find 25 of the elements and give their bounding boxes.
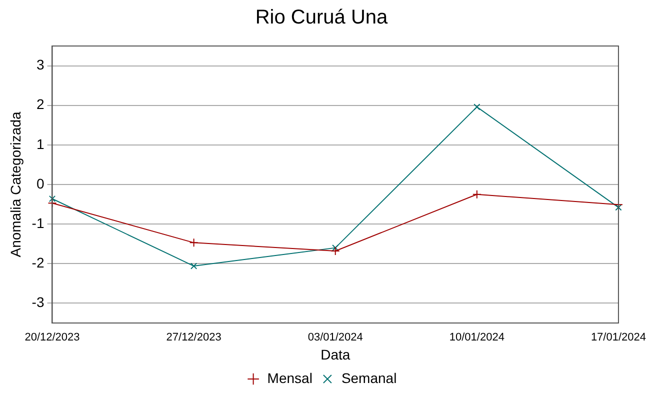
x-tick-label: 10/01/2024	[449, 332, 504, 344]
y-tick-label: 0	[36, 175, 44, 192]
y-tick-label: 1	[36, 136, 44, 152]
y-axis-title: Anomalia Categorizada	[7, 112, 24, 258]
point	[474, 104, 480, 110]
x-tick-label: 20/12/2023	[24, 332, 80, 344]
x-tick-label: 27/12/2023	[166, 332, 222, 344]
point	[332, 244, 339, 252]
y-tick-label: 3	[36, 56, 44, 73]
legend-label: Mensal	[267, 370, 312, 386]
point	[330, 246, 340, 256]
point	[190, 262, 198, 270]
point	[472, 190, 482, 199]
x-tick-label: 17/01/2024	[590, 332, 646, 344]
point	[189, 238, 198, 248]
x-tick-label: 03/01/2024	[308, 332, 363, 344]
chart-title: Rio Curuá Una	[255, 6, 389, 29]
point	[48, 195, 56, 202]
legend-label: Semanal	[341, 370, 397, 386]
point	[615, 204, 622, 211]
y-tick-label: -2	[32, 254, 44, 270]
x-axis-title: Data	[320, 346, 350, 362]
y-tick-label: -3	[32, 294, 44, 310]
y-tick-label: -1	[32, 214, 44, 231]
y-tick-label: 2	[36, 96, 44, 112]
